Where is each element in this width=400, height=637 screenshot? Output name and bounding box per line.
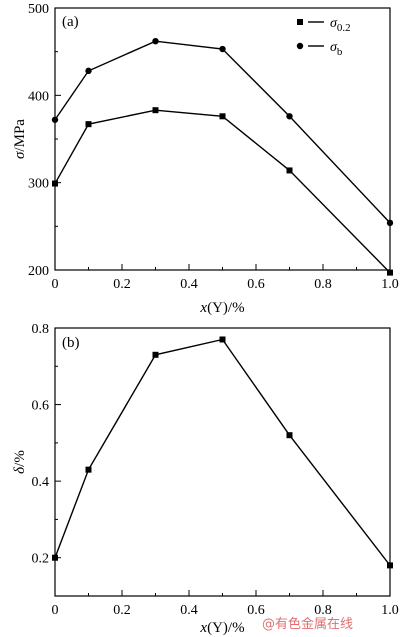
- panel-a: 0 0.2 0.4 0.6 0.8 1.0 200 300 400 500 x(Y)/% σ/MPa (…: [12, 2, 399, 316]
- watermark-text: @有色金属在线: [262, 616, 353, 632]
- data-point: [286, 432, 293, 439]
- x-tick-label: 1.0: [381, 277, 399, 292]
- panel-label: (a): [62, 14, 79, 30]
- data-point: [219, 45, 226, 53]
- data-point: [52, 554, 58, 561]
- x-tick-label: 0.2: [113, 277, 131, 292]
- data-point: [387, 562, 393, 569]
- data-point: [85, 121, 92, 128]
- y-tick-label: 0.8: [32, 322, 50, 337]
- y-axis-title: σ/MPa: [12, 119, 28, 159]
- data-point: [219, 113, 226, 120]
- x-tick-label: 0.4: [180, 277, 198, 292]
- series-line-0: [54, 109, 391, 274]
- data-point: [386, 219, 394, 227]
- data-point: [85, 67, 92, 75]
- data-point: [219, 336, 226, 343]
- data-point: [152, 107, 159, 114]
- x-tick-label: 0.2: [113, 603, 131, 618]
- data-point: [387, 269, 393, 276]
- y-axis-title: δ/%: [12, 450, 28, 474]
- data-point: [85, 466, 92, 473]
- y-tick-label: 0.4: [32, 475, 50, 490]
- x-tick-label: 0: [52, 277, 59, 292]
- data-point: [286, 113, 293, 120]
- data-point: [51, 116, 59, 123]
- legend-label: σ0.2: [330, 16, 351, 34]
- x-tick-label: 0.6: [247, 603, 265, 618]
- y-tick-label: 0.6: [32, 399, 50, 414]
- x-tick-label: 0.8: [314, 277, 332, 292]
- series-line-1: [54, 40, 391, 224]
- panel-label: (b): [62, 335, 80, 351]
- y-tick-label: 200: [28, 264, 49, 279]
- x-tick-label: 0.8: [314, 603, 332, 618]
- x-tick-label: 1.0: [381, 603, 399, 618]
- x-axis-title: x(Y)/%: [199, 620, 244, 636]
- x-tick-label: 0.4: [180, 603, 198, 618]
- series-line-0: [54, 338, 391, 566]
- data-point: [286, 167, 293, 174]
- legend-label: σb: [330, 40, 343, 58]
- plot-frame: [54, 327, 391, 597]
- y-tick-label: 500: [28, 2, 49, 17]
- x-tick-label: 0: [52, 603, 59, 618]
- data-point: [52, 180, 58, 187]
- legend-marker: [296, 42, 304, 50]
- y-tick-label: 300: [28, 177, 49, 192]
- panel-b: 0 0.2 0.4 0.6 0.8 1.0 0.2 0.4 0.6 0.8 x(Y)/% δ/% (b): [12, 322, 399, 636]
- legend-marker: [297, 19, 303, 25]
- x-axis-title: x(Y)/%: [199, 300, 244, 316]
- x-tick-label: 0.6: [247, 277, 265, 292]
- y-tick-label: 400: [28, 89, 49, 104]
- y-tick-label: 0.2: [32, 552, 50, 567]
- data-point: [152, 351, 159, 358]
- data-point: [152, 37, 159, 45]
